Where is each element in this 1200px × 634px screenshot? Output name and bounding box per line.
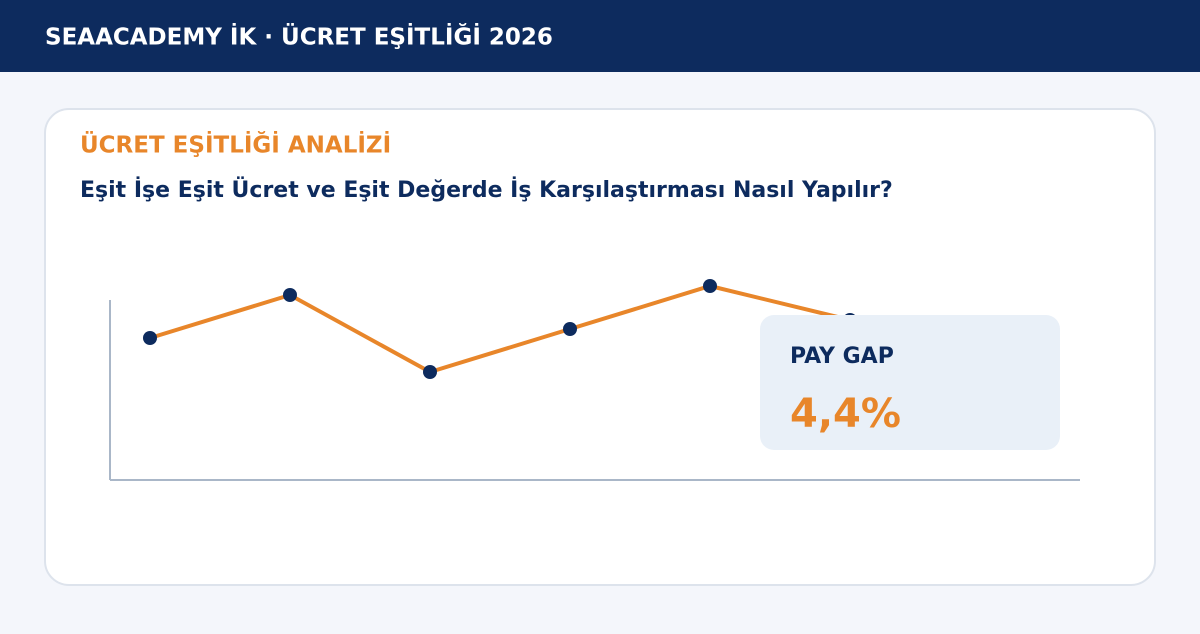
point — [143, 331, 157, 345]
point — [703, 279, 717, 293]
callout-value: 4,4% — [790, 391, 901, 437]
point — [283, 288, 297, 302]
point — [423, 365, 437, 379]
callout-box — [760, 315, 1060, 450]
eyebrow: ÜCRET EŞİTLİĞİ ANALİZİ — [80, 131, 391, 159]
line — [149, 283, 851, 375]
header-bar — [0, 0, 1200, 72]
point — [563, 322, 577, 336]
header-title: SEAACADEMY İK · ÜCRET EŞİTLİĞİ 2026 — [45, 23, 553, 51]
card — [44, 108, 1156, 586]
card-title: Eşit İşe Eşit Ücret ve Eşit Değerde İş K… — [80, 177, 893, 203]
callout-label: PAY GAP — [790, 344, 894, 369]
